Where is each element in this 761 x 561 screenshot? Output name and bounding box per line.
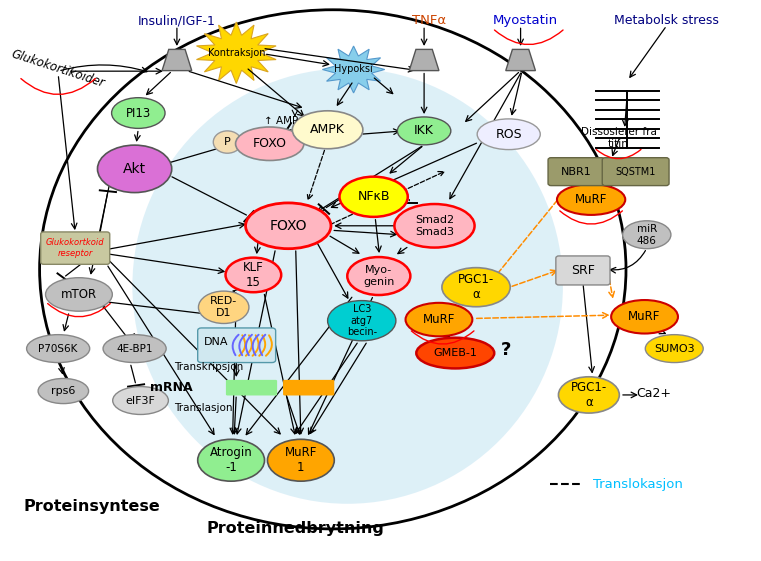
Ellipse shape bbox=[477, 119, 540, 150]
Text: MuRF: MuRF bbox=[629, 310, 661, 323]
Ellipse shape bbox=[199, 291, 249, 324]
Text: AMPK: AMPK bbox=[310, 123, 345, 136]
Ellipse shape bbox=[645, 335, 703, 362]
Ellipse shape bbox=[103, 335, 166, 362]
Ellipse shape bbox=[339, 177, 408, 217]
Text: Transkripsjon: Transkripsjon bbox=[174, 362, 244, 372]
FancyBboxPatch shape bbox=[556, 256, 610, 285]
Ellipse shape bbox=[559, 377, 619, 413]
Text: Proteinsyntese: Proteinsyntese bbox=[23, 499, 160, 514]
Text: Ca2+: Ca2+ bbox=[637, 387, 672, 400]
Text: GMEB-1: GMEB-1 bbox=[433, 348, 477, 358]
Ellipse shape bbox=[347, 257, 410, 295]
Text: NFκB: NFκB bbox=[358, 190, 390, 203]
Text: mTOR: mTOR bbox=[61, 288, 97, 301]
Text: eIF3F: eIF3F bbox=[126, 396, 155, 406]
Ellipse shape bbox=[292, 111, 363, 149]
Text: Myostatin: Myostatin bbox=[493, 15, 559, 27]
Text: Metabolsk stress: Metabolsk stress bbox=[614, 15, 719, 27]
Polygon shape bbox=[506, 49, 536, 71]
Text: Glukokortkoid
reseptor: Glukokortkoid reseptor bbox=[46, 238, 104, 258]
Text: SUMO3: SUMO3 bbox=[654, 343, 695, 353]
Text: Dissosierer fra
titin: Dissosierer fra titin bbox=[581, 127, 657, 149]
Ellipse shape bbox=[213, 131, 241, 153]
Ellipse shape bbox=[132, 68, 563, 504]
Text: mRNA: mRNA bbox=[150, 381, 193, 394]
FancyBboxPatch shape bbox=[40, 232, 110, 264]
Text: rps6: rps6 bbox=[51, 386, 75, 396]
Text: KLF
15: KLF 15 bbox=[243, 261, 264, 289]
Ellipse shape bbox=[394, 204, 475, 247]
Ellipse shape bbox=[38, 379, 88, 403]
Text: Atrogin
-1: Atrogin -1 bbox=[210, 446, 253, 474]
Polygon shape bbox=[162, 49, 192, 71]
Text: Myo-
genin: Myo- genin bbox=[363, 265, 394, 287]
Text: IKK: IKK bbox=[414, 125, 434, 137]
FancyBboxPatch shape bbox=[283, 380, 334, 396]
Ellipse shape bbox=[97, 145, 172, 192]
Text: FOXO: FOXO bbox=[253, 137, 287, 150]
Text: Glukokortikoider: Glukokortikoider bbox=[10, 47, 107, 90]
Text: Translasjon: Translasjon bbox=[174, 403, 233, 413]
Polygon shape bbox=[409, 49, 439, 71]
Ellipse shape bbox=[397, 117, 451, 145]
Text: PGC1-
α: PGC1- α bbox=[458, 273, 494, 301]
Text: ↑ AMP: ↑ AMP bbox=[264, 116, 298, 126]
Polygon shape bbox=[323, 46, 385, 93]
Ellipse shape bbox=[246, 203, 331, 249]
Ellipse shape bbox=[442, 268, 510, 307]
Text: P: P bbox=[224, 137, 231, 147]
Ellipse shape bbox=[46, 278, 113, 311]
Polygon shape bbox=[196, 22, 276, 84]
Text: FOXO: FOXO bbox=[269, 219, 307, 233]
Ellipse shape bbox=[557, 184, 626, 215]
Ellipse shape bbox=[236, 127, 304, 160]
Ellipse shape bbox=[267, 439, 334, 481]
Text: SRF: SRF bbox=[571, 264, 595, 277]
Text: MuRF
1: MuRF 1 bbox=[285, 446, 317, 474]
Text: DNA: DNA bbox=[204, 337, 228, 347]
Text: Hypoksi: Hypoksi bbox=[334, 65, 373, 75]
Text: NBR1: NBR1 bbox=[561, 167, 591, 177]
Ellipse shape bbox=[113, 387, 168, 415]
Ellipse shape bbox=[27, 335, 90, 362]
Text: 4E-BP1: 4E-BP1 bbox=[116, 343, 153, 353]
FancyBboxPatch shape bbox=[198, 328, 275, 362]
Ellipse shape bbox=[622, 221, 671, 249]
Ellipse shape bbox=[406, 303, 473, 337]
Text: Proteinnedbrytning: Proteinnedbrytning bbox=[207, 521, 384, 536]
Text: PGC1-
α: PGC1- α bbox=[571, 381, 607, 409]
FancyBboxPatch shape bbox=[548, 158, 604, 186]
Text: Insulin/IGF-1: Insulin/IGF-1 bbox=[138, 15, 216, 27]
Ellipse shape bbox=[198, 439, 265, 481]
Text: ROS: ROS bbox=[495, 128, 522, 141]
Text: LC3
atg7
becin-: LC3 atg7 becin- bbox=[347, 304, 377, 337]
Text: MuRF: MuRF bbox=[575, 193, 607, 206]
Text: TNFα: TNFα bbox=[412, 15, 447, 27]
Text: Kontraksjon: Kontraksjon bbox=[208, 48, 265, 58]
Text: PI13: PI13 bbox=[126, 107, 151, 119]
Text: miR
486: miR 486 bbox=[637, 224, 657, 246]
Ellipse shape bbox=[225, 257, 282, 292]
Text: Translokasjon: Translokasjon bbox=[593, 478, 683, 491]
Text: SQSTM1: SQSTM1 bbox=[616, 167, 656, 177]
Ellipse shape bbox=[416, 338, 494, 369]
Text: ?: ? bbox=[501, 341, 511, 359]
Text: Smad2
Smad3: Smad2 Smad3 bbox=[415, 215, 454, 237]
Text: Akt: Akt bbox=[123, 162, 146, 176]
Ellipse shape bbox=[327, 301, 396, 341]
Ellipse shape bbox=[112, 98, 165, 128]
FancyBboxPatch shape bbox=[226, 380, 277, 396]
FancyBboxPatch shape bbox=[602, 158, 669, 186]
Text: P70S6K: P70S6K bbox=[39, 343, 78, 353]
Ellipse shape bbox=[611, 300, 678, 334]
Text: MuRF: MuRF bbox=[423, 313, 455, 326]
Text: RED-
D1: RED- D1 bbox=[210, 297, 237, 318]
